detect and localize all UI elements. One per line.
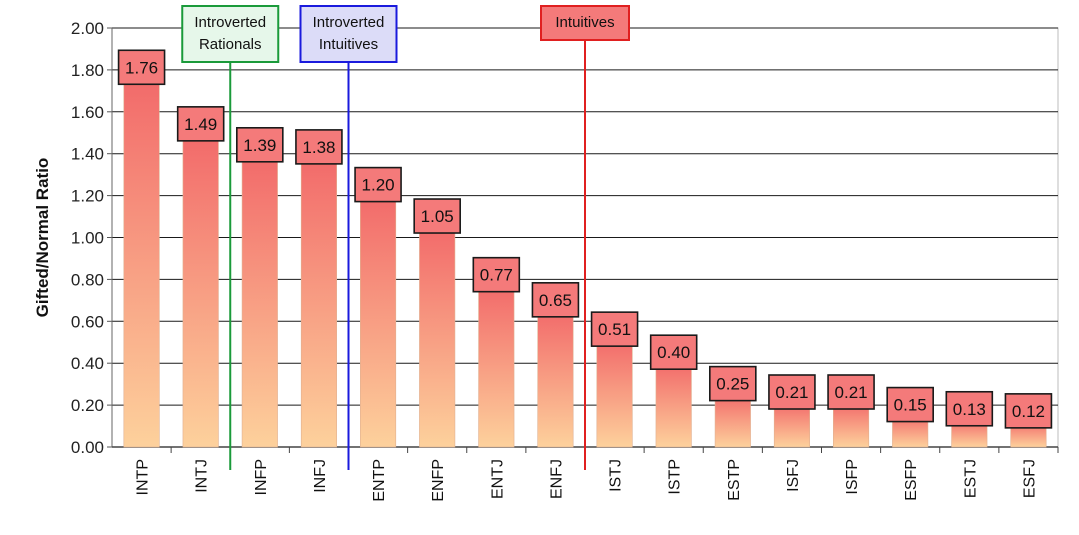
category-label-istj: ISTJ	[608, 459, 625, 492]
category-label-estp: ESTP	[726, 459, 743, 501]
y-tick-label: 0.40	[71, 354, 104, 373]
y-tick-label: 0.00	[71, 438, 104, 457]
bar-istp	[655, 362, 692, 448]
value-label-esfj: 0.12	[1012, 402, 1045, 421]
annotation-text-1: Introverted Rationals	[194, 14, 266, 53]
value-label-enfj: 0.65	[539, 291, 572, 310]
y-tick-label: 1.00	[71, 229, 104, 248]
category-label-estj: ESTJ	[962, 459, 979, 498]
category-label-isfp: ISFP	[844, 459, 861, 495]
value-label-box	[236, 126, 284, 163]
value-label-box	[709, 365, 757, 402]
y-tick-label: 1.40	[71, 145, 104, 164]
bar-infp	[241, 155, 278, 448]
category-label-infj: INFJ	[312, 459, 329, 493]
value-label-box	[649, 334, 698, 371]
bar-estp	[714, 394, 751, 448]
bar-infj	[300, 157, 337, 448]
bar-enfj	[537, 310, 574, 448]
bar-isfj	[773, 402, 810, 448]
value-label-box	[413, 198, 461, 234]
value-label-box	[531, 282, 580, 318]
category-label-intj: INTJ	[194, 459, 211, 493]
value-label-box	[176, 106, 225, 142]
value-label-intp: 1.76	[125, 58, 158, 77]
annotation-box-2	[299, 5, 398, 63]
annotation-text-3: Intuitives	[555, 14, 614, 31]
value-label-box	[945, 390, 994, 427]
bar-istj	[596, 339, 633, 448]
value-label-isfj: 0.21	[775, 383, 808, 402]
y-tick-label: 1.60	[71, 103, 104, 122]
bar-intj	[182, 134, 219, 448]
value-label-box	[472, 256, 521, 293]
value-label-istp: 0.40	[657, 343, 690, 362]
category-label-isfj: ISFJ	[785, 459, 802, 492]
value-label-box	[354, 166, 402, 203]
y-tick-label: 0.80	[71, 270, 104, 289]
value-label-estp: 0.25	[716, 375, 749, 394]
value-label-infj: 1.38	[302, 138, 335, 157]
value-label-isfp: 0.21	[835, 383, 868, 402]
bar-entp	[360, 195, 397, 448]
annotation-text-2: Introverted Intuitives	[313, 14, 385, 53]
y-tick-label: 2.00	[71, 19, 104, 38]
category-label-enfp: ENFP	[430, 459, 447, 502]
bar-entj	[478, 285, 515, 448]
value-label-esfp: 0.15	[894, 396, 927, 415]
category-label-istp: ISTP	[667, 459, 684, 495]
y-tick-label: 1.20	[71, 187, 104, 206]
value-label-box	[117, 49, 166, 86]
value-label-infp: 1.39	[243, 136, 276, 155]
y-tick-label: 0.20	[71, 396, 104, 415]
value-label-box	[886, 386, 934, 423]
bar-intp	[123, 77, 160, 448]
y-axis-label: Gifted/Normal Ratio	[33, 158, 52, 318]
annotation-box-1	[181, 5, 280, 63]
value-label-box	[827, 374, 875, 410]
y-tick-label: 0.60	[71, 312, 104, 331]
category-label-enfj: ENFJ	[548, 459, 565, 499]
category-label-esfp: ESFP	[903, 459, 920, 501]
value-label-box	[768, 374, 816, 410]
value-label-entj: 0.77	[480, 266, 513, 285]
bar-enfp	[419, 226, 456, 448]
value-label-entp: 1.20	[362, 176, 395, 195]
annotation-box-3	[540, 5, 630, 41]
category-label-esfj: ESFJ	[1021, 459, 1038, 498]
category-label-intp: INTP	[135, 459, 152, 495]
category-label-entj: ENTJ	[489, 459, 506, 499]
y-tick-label: 1.80	[71, 61, 104, 80]
value-label-istj: 0.51	[598, 320, 631, 339]
category-label-entp: ENTP	[371, 459, 388, 502]
category-label-infp: INFP	[253, 459, 270, 495]
value-label-box	[590, 311, 639, 347]
value-label-estj: 0.13	[953, 400, 986, 419]
value-label-enfp: 1.05	[421, 207, 454, 226]
value-label-intj: 1.49	[184, 115, 217, 134]
value-label-box	[295, 129, 343, 165]
value-label-box	[1004, 393, 1053, 429]
